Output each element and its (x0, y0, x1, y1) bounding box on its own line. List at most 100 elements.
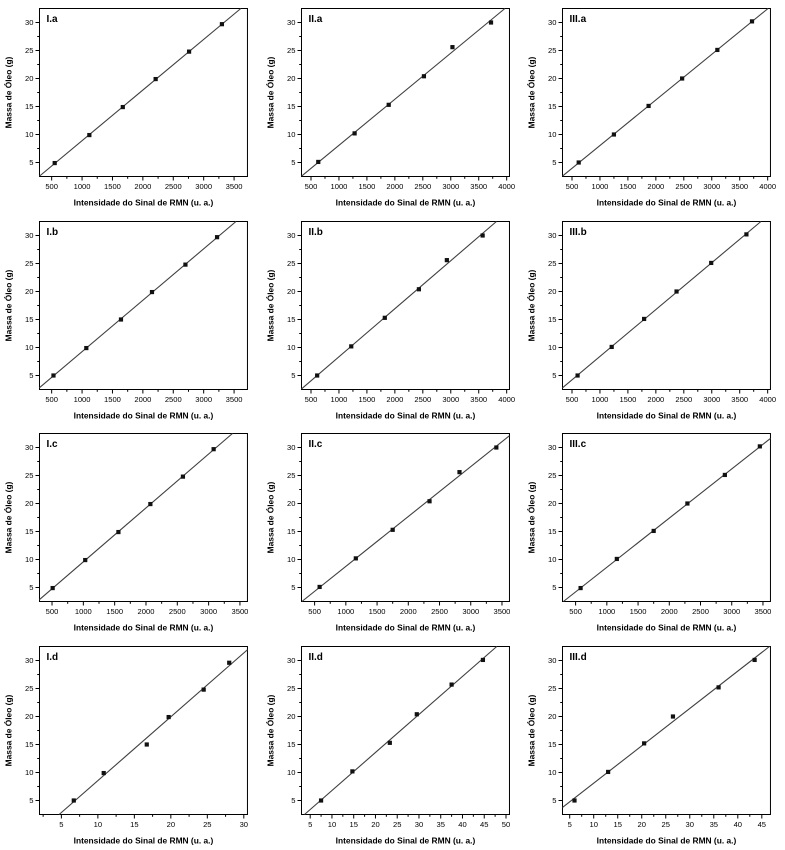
fit-line (39, 433, 233, 600)
x-tick-label: 3000 (704, 182, 721, 191)
data-point-marker (493, 445, 499, 450)
data-point-marker (83, 557, 88, 563)
data-points (576, 19, 755, 165)
data-point-marker (680, 76, 685, 81)
data-point-marker (153, 76, 158, 82)
y-tick-label: 20 (25, 499, 33, 508)
y-tick-label: 25 (548, 471, 556, 480)
y-tick-label: 5 (291, 796, 295, 805)
x-tick-label: 1500 (620, 394, 637, 403)
y-tick-label: 30 (25, 443, 33, 452)
fit-line (563, 437, 772, 602)
x-tick-label: 1000 (592, 182, 609, 191)
x-tick-label: 10 (590, 819, 598, 828)
data-point-marker (144, 741, 149, 747)
y-axis-title: Massa de Óleo (g) (2, 56, 13, 128)
x-tick-label: 2500 (165, 182, 182, 191)
y-axis: 5 10 15 20 25 30 (548, 231, 563, 380)
x-tick-label: 2000 (386, 394, 403, 403)
data-point-marker (116, 529, 121, 535)
x-tick-label: 2500 (676, 182, 693, 191)
x-tick-label: 4000 (498, 182, 515, 191)
y-axis: 5 10 15 20 25 30 (25, 443, 40, 592)
scatter-plot-II.c: 500 1000 1500 2000 2500 3000 3500 5 10 15 20 25 30 II… (264, 433, 510, 633)
y-tick-label: 20 (287, 287, 295, 296)
data-point-marker (382, 315, 387, 320)
y-axis: 5 10 15 20 25 30 (287, 443, 302, 592)
y-tick-label: 20 (548, 287, 556, 296)
data-points (71, 660, 232, 803)
x-tick-label: 2000 (648, 182, 665, 191)
plot-frame (38, 220, 248, 390)
x-tick-label: 1500 (358, 182, 375, 191)
x-tick-label: 1500 (630, 607, 647, 616)
x-tick-label: 10 (327, 819, 335, 828)
data-point-marker (606, 769, 611, 774)
x-tick-label: 1500 (358, 394, 375, 403)
data-point-marker (575, 372, 581, 378)
x-tick-label: 2500 (692, 607, 709, 616)
x-axis-title: Intensidade do Sinal de RMN (u. a.) (335, 622, 475, 632)
y-axis-title: Massa de Óleo (g) (264, 269, 275, 341)
y-axis-title: Massa de Óleo (g) (264, 694, 275, 766)
x-axis-title: Intensidade do Sinal de RMN (u. a.) (335, 410, 475, 420)
y-tick-label: 25 (287, 471, 295, 480)
x-tick-label: 2000 (134, 394, 151, 403)
plot-id-label: II.c (308, 439, 322, 450)
y-tick-label: 15 (548, 740, 556, 749)
y-axis-title: Massa de Óleo (g) (2, 269, 13, 341)
data-point-marker (414, 711, 419, 716)
x-tick-label: 15 (614, 819, 622, 828)
y-axis-title: Massa de Óleo (g) (526, 481, 537, 553)
scatter-plot-III.b: 500 1000 1500 2000 2500 3000 3500 4000 5 10 15 20 25… (526, 220, 776, 420)
y-tick-label: 20 (25, 712, 33, 721)
y-tick-label: 15 (287, 102, 295, 111)
data-points (314, 232, 485, 378)
x-tick-label: 45 (758, 819, 766, 828)
data-points (317, 445, 499, 590)
data-point-marker (186, 49, 192, 54)
x-tick-label: 500 (566, 182, 579, 191)
fit-line (300, 220, 497, 389)
x-tick-label: 500 (45, 394, 58, 403)
subplot-III.c: 500 1000 1500 2000 2500 3000 3500 5 10 15 20 25 30 II… (523, 425, 785, 638)
y-tick-label: 20 (287, 74, 295, 83)
y-tick-label: 25 (25, 471, 33, 480)
data-point-marker (578, 585, 584, 591)
x-tick-label: 3500 (226, 394, 243, 403)
x-axis: 5 10 15 20 25 30 35 40 45 (568, 814, 766, 829)
x-axis: 500 1000 1500 2000 2500 3000 3500 4000 (304, 176, 515, 191)
y-tick-label: 30 (25, 656, 33, 665)
plot-frame (300, 8, 510, 177)
subplot-I.b: 500 1000 1500 2000 2500 3000 3500 5 10 15 20 25 30 I.… (0, 213, 262, 426)
data-point-marker (709, 260, 714, 265)
x-axis: 500 1000 1500 2000 2500 3000 3500 (45, 176, 243, 191)
x-tick-label: 1500 (368, 607, 385, 616)
data-point-marker (576, 160, 582, 165)
x-tick-label: 3000 (195, 394, 212, 403)
y-tick-label: 5 (553, 583, 557, 592)
subplot-I.d: 5 10 15 20 25 30 5 10 15 20 25 30 I.d Intensidade do … (0, 638, 262, 850)
data-point-marker (317, 584, 322, 590)
data-point-marker (166, 714, 171, 719)
y-tick-label: 15 (548, 102, 556, 111)
x-axis-title: Intensidade do Sinal de RMN (u. a.) (597, 622, 737, 632)
x-tick-label: 500 (304, 182, 317, 191)
x-tick-label: 3500 (470, 182, 487, 191)
y-tick-label: 30 (287, 18, 295, 27)
scatter-plot-III.d: 5 10 15 20 25 30 35 40 45 5 10 15 20 25 30 III.d Intensi… (526, 645, 772, 845)
y-axis-title: Massa de Óleo (g) (526, 694, 537, 766)
y-tick-label: 15 (25, 740, 33, 749)
scatter-plot-III.c: 500 1000 1500 2000 2500 3000 3500 5 10 15 20 25 30 II… (526, 433, 772, 633)
subplot-I.a: 500 1000 1500 2000 2500 3000 3500 5 10 15 20 25 30 I.… (0, 0, 262, 213)
x-tick-label: 2000 (138, 607, 155, 616)
x-axis-title: Intensidade do Sinal de RMN (u. a.) (597, 410, 737, 420)
x-tick-label: 2500 (414, 182, 431, 191)
plot-id-label: III.c (570, 439, 587, 450)
fit-line (39, 8, 242, 177)
data-point-marker (444, 257, 449, 262)
plot-id-label: II.d (308, 651, 322, 662)
plot-frame (562, 220, 772, 390)
y-tick-label: 15 (25, 102, 33, 111)
data-point-marker (457, 470, 462, 475)
